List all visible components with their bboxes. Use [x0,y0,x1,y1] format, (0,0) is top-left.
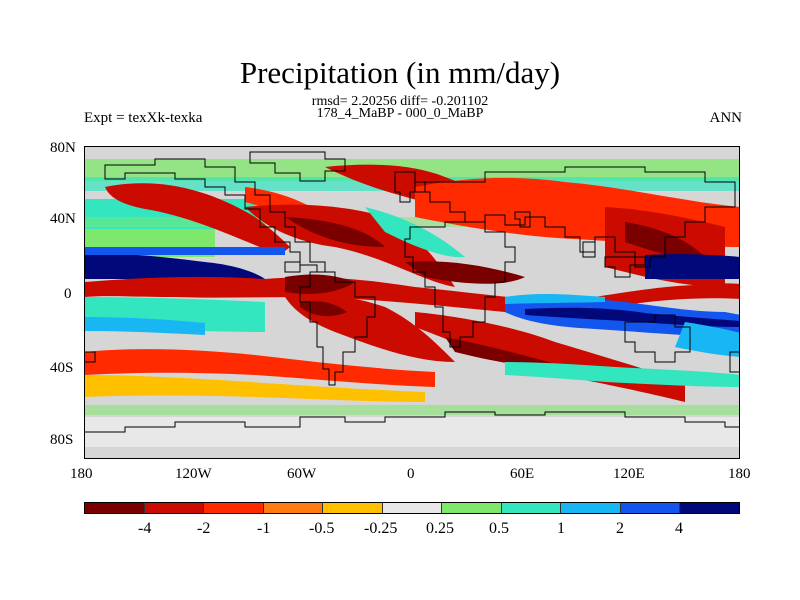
colorbar-label: 2 [616,520,624,537]
colorbar-cell [85,503,145,513]
stats-line: rmsd= 2.20256 diff= -0.201102 [311,94,489,109]
lat-label-40n: 40N [50,211,76,227]
colorbar-cell [144,503,205,513]
lon-label-60w: 60W [287,466,317,482]
colorbar-cell [263,503,324,513]
colorbar-cell [382,503,443,513]
lon-label-180e: 180 [728,466,751,482]
lon-label-120w: 120W [175,466,212,482]
colorbar-label: 0.25 [426,520,454,537]
experiment-label: Expt = texXk-texka [84,110,203,126]
colorbar-label: -2 [197,520,211,537]
colorbar-label: -0.25 [364,520,398,537]
colorbar-label: -4 [138,520,152,537]
colorbar-label: 1 [557,520,565,537]
colorbar-cell [501,503,562,513]
plot-title: Precipitation (in mm/day) [239,55,561,90]
colorbar-cell [204,503,264,513]
lat-label-eq: 0 [64,286,72,302]
season-label: ANN [709,110,743,126]
colorbar-label: 4 [675,520,683,537]
lat-label-80n: 80N [50,140,76,156]
colorbar-cell [680,503,740,513]
colorbar-label: -1 [257,520,271,537]
coastlines [85,151,739,433]
precipitation-map [85,147,739,458]
lat-label-80s: 80S [50,432,74,448]
colorbar-label: -0.5 [309,520,335,537]
lon-label-180w: 180 [70,466,93,482]
colorbar-cell [620,503,681,513]
lon-label-120e: 120E [613,466,645,482]
experiment-line: 178_4_MaBP - 000_0_MaBP [316,106,484,121]
lat-label-40s: 40S [50,360,74,376]
map-panel [84,146,740,459]
colorbar-cell [323,503,383,513]
lon-label-0: 0 [407,466,415,482]
colorbar-cell [561,503,621,513]
lon-label-60e: 60E [510,466,535,482]
colorbar-cell [442,503,502,513]
colorbar-label: 0.5 [489,520,509,537]
colorbar [84,502,740,514]
